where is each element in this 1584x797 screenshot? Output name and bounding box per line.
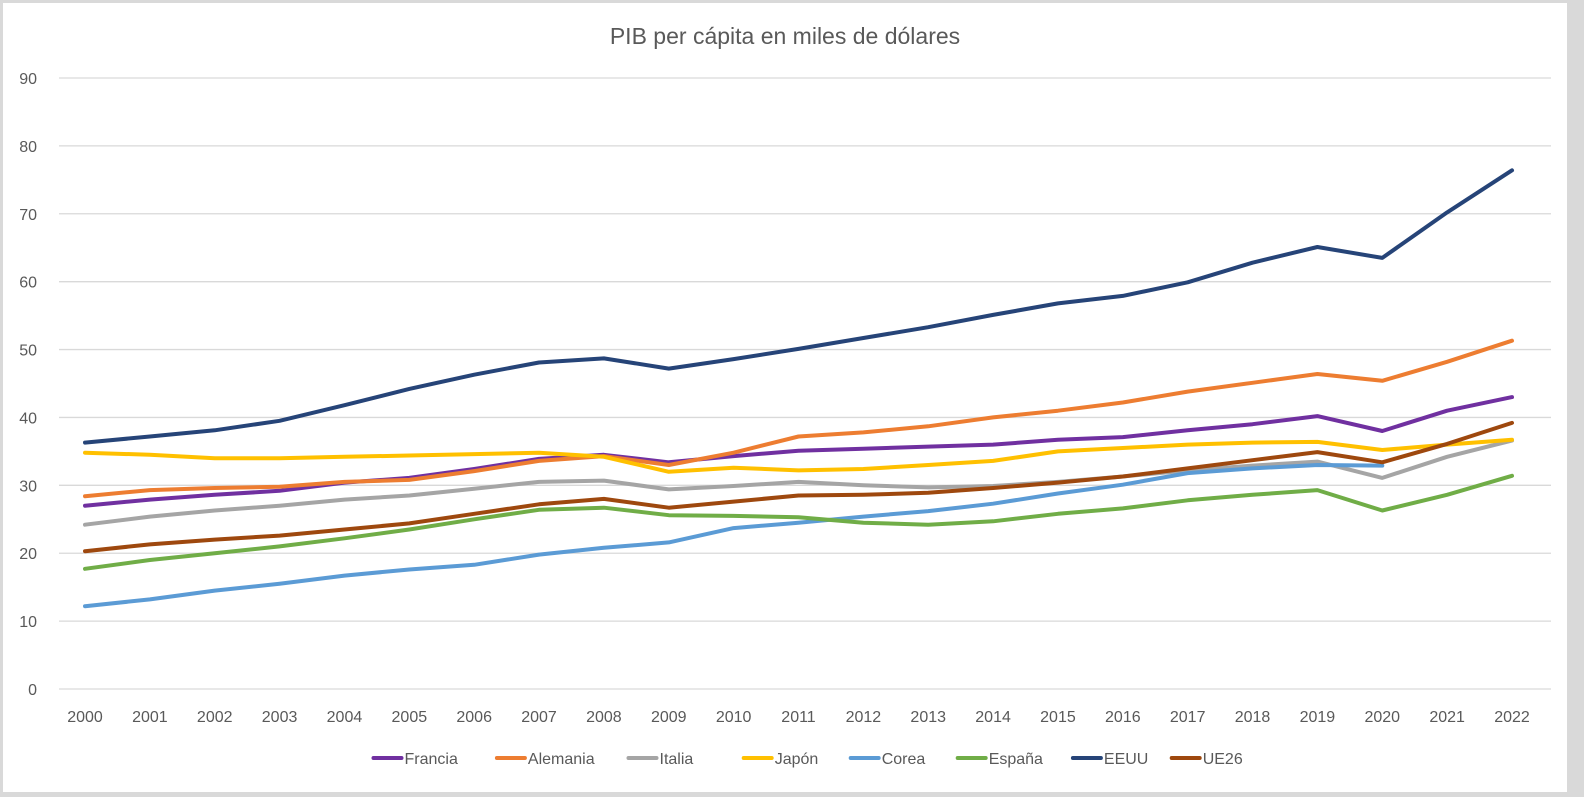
series-line (83, 463, 1385, 609)
x-tick-label: 2019 (1300, 709, 1336, 726)
legend-label: UE26 (1203, 751, 1243, 768)
legend-item-eeuu: EEUU (1070, 751, 1148, 768)
x-tick-label: 2014 (975, 709, 1011, 726)
y-tick-label: 0 (28, 682, 37, 699)
series-corea (83, 463, 1385, 609)
x-tick-label: 2003 (262, 709, 298, 726)
chart-title: PIB per cápita en miles de dólares (609, 23, 961, 49)
legend-label: Alemania (528, 751, 595, 768)
y-tick-label: 50 (19, 343, 37, 360)
y-tick-label: 40 (19, 410, 37, 427)
line-chart: 0 10 20 30 40 50 60 70 80 90 2000 2001 2002 2003 2004… (19, 71, 1551, 768)
y-axis-ticks: 0 10 20 30 40 50 60 70 80 90 (19, 71, 37, 699)
x-axis-ticks: 2000 2001 2002 2003 2004 2005 2006 2007 2008 2009… (67, 709, 1530, 726)
gridlines (59, 77, 1551, 690)
x-tick-label: 2016 (1105, 709, 1141, 726)
legend-item-españa: España (955, 751, 1043, 768)
x-tick-label: 2004 (327, 709, 363, 726)
legend-label: EEUU (1104, 751, 1148, 768)
y-tick-label: 30 (19, 478, 37, 495)
series-españa (83, 473, 1514, 571)
y-tick-label: 90 (19, 71, 37, 88)
series-alemania (83, 338, 1514, 499)
x-tick-label: 2013 (910, 709, 946, 726)
legend-item-japón: Japón (741, 751, 819, 768)
y-tick-label: 10 (19, 614, 37, 631)
series-lines (83, 168, 1514, 609)
x-tick-label: 2008 (586, 709, 622, 726)
series-line (83, 420, 1514, 554)
legend-item-alemania: Alemania (494, 751, 595, 768)
legend-label: Corea (882, 751, 926, 768)
y-tick-label: 70 (19, 207, 37, 224)
x-tick-label: 2010 (716, 709, 752, 726)
x-tick-label: 2007 (521, 709, 557, 726)
series-line (83, 473, 1514, 571)
x-tick-label: 2022 (1494, 709, 1530, 726)
series-line (83, 168, 1514, 445)
legend-label: Italia (660, 751, 694, 768)
x-tick-label: 2017 (1170, 709, 1206, 726)
x-tick-label: 2020 (1364, 709, 1400, 726)
legend-label: Francia (405, 751, 458, 768)
x-tick-label: 2000 (67, 709, 103, 726)
series-line (83, 438, 1514, 527)
legend-label: Japón (775, 751, 819, 768)
series-ue26 (83, 420, 1514, 554)
x-tick-label: 2005 (392, 709, 428, 726)
series-line (83, 395, 1514, 508)
y-tick-label: 20 (19, 546, 37, 563)
series-eeuu (83, 168, 1514, 445)
legend-label: España (989, 751, 1043, 768)
y-tick-label: 80 (19, 139, 37, 156)
legend-item-italia: Italia (626, 751, 694, 768)
x-tick-label: 2006 (456, 709, 492, 726)
x-tick-label: 2002 (197, 709, 233, 726)
y-tick-label: 60 (19, 275, 37, 292)
legend: Francia Alemania Italia Japón Corea España EEU… (371, 751, 1243, 768)
x-tick-label: 2018 (1235, 709, 1271, 726)
x-tick-label: 2009 (651, 709, 687, 726)
x-tick-label: 2011 (781, 709, 816, 726)
x-tick-label: 2015 (1040, 709, 1076, 726)
series-francia (83, 395, 1514, 508)
x-tick-label: 2012 (846, 709, 882, 726)
legend-item-ue26: UE26 (1169, 751, 1243, 768)
x-tick-label: 2021 (1429, 709, 1465, 726)
series-line (83, 338, 1514, 499)
legend-item-corea: Corea (848, 751, 926, 768)
legend-item-francia: Francia (371, 751, 458, 768)
x-tick-label: 2001 (132, 709, 168, 726)
